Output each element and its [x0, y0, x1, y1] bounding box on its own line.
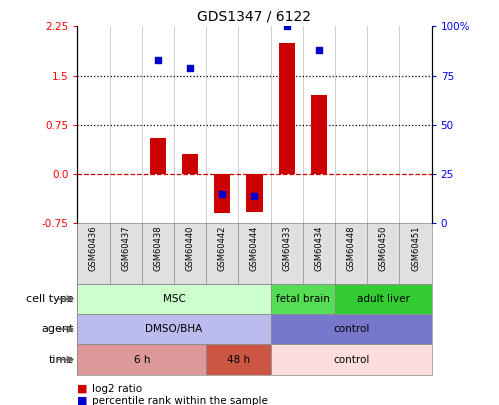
Title: GDS1347 / 6122: GDS1347 / 6122 [198, 10, 311, 24]
Bar [335, 284, 432, 314]
Text: ■: ■ [77, 396, 88, 405]
Text: 48 h: 48 h [227, 354, 250, 364]
Text: GSM60442: GSM60442 [218, 226, 227, 271]
Text: log2 ratio: log2 ratio [92, 384, 142, 394]
Text: GSM60440: GSM60440 [186, 226, 195, 271]
Bar [182, 154, 198, 174]
Text: GSM60433: GSM60433 [282, 226, 291, 271]
Text: GSM60438: GSM60438 [153, 226, 162, 271]
Text: agent: agent [41, 324, 74, 334]
Point [186, 64, 194, 71]
Text: GSM60434: GSM60434 [314, 226, 323, 271]
Bar [270, 344, 432, 375]
Bar [278, 43, 295, 174]
Text: GSM60436: GSM60436 [89, 226, 98, 271]
Bar [270, 314, 432, 344]
Text: time: time [48, 354, 74, 364]
Point [218, 190, 226, 197]
Bar [206, 344, 270, 375]
Text: GSM60450: GSM60450 [379, 226, 388, 271]
Text: MSC: MSC [163, 294, 186, 304]
Text: DMSO/BHA: DMSO/BHA [145, 324, 203, 334]
Bar [270, 284, 335, 314]
Text: GSM60437: GSM60437 [121, 226, 130, 271]
Text: fetal brain: fetal brain [276, 294, 330, 304]
Text: GSM60451: GSM60451 [411, 226, 420, 271]
Point [250, 192, 258, 199]
Text: GSM60444: GSM60444 [250, 226, 259, 271]
Bar [77, 314, 270, 344]
Point [315, 47, 323, 53]
Bar [311, 95, 327, 174]
Text: adult liver: adult liver [357, 294, 410, 304]
Bar [77, 344, 206, 375]
Bar [77, 284, 270, 314]
Point [283, 23, 291, 30]
Bar [247, 174, 262, 212]
Text: control: control [333, 354, 369, 364]
Text: 6 h: 6 h [134, 354, 150, 364]
Text: percentile rank within the sample: percentile rank within the sample [92, 396, 268, 405]
Bar [214, 174, 231, 213]
Point [154, 57, 162, 63]
Text: ■: ■ [77, 384, 88, 394]
Bar [150, 138, 166, 174]
Text: control: control [333, 324, 369, 334]
Text: cell type: cell type [26, 294, 74, 304]
Text: GSM60448: GSM60448 [347, 226, 356, 271]
